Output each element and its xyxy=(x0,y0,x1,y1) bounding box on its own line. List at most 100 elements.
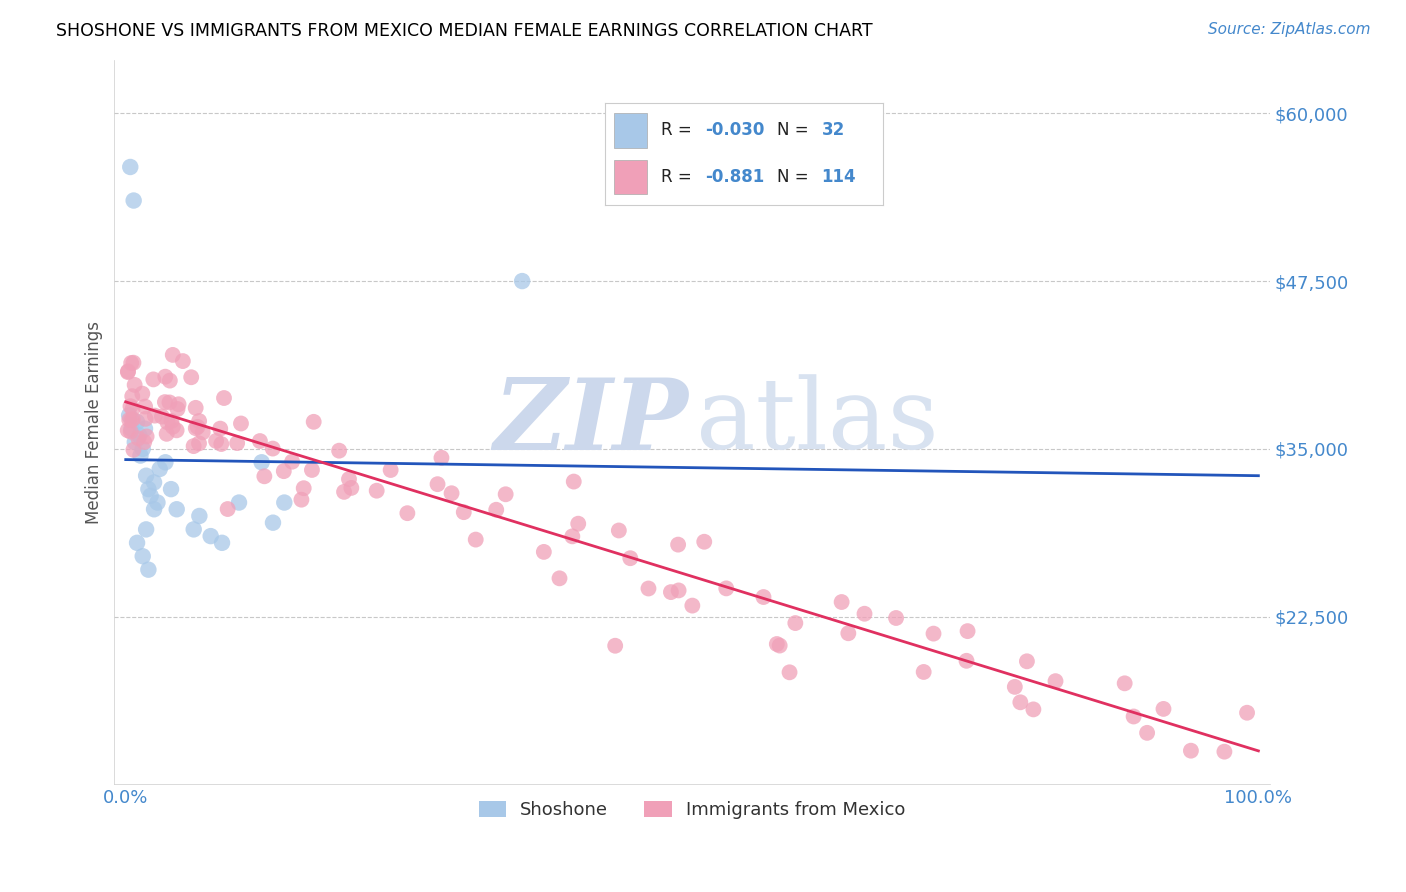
Point xyxy=(155,455,177,469)
Point xyxy=(380,463,402,477)
Point xyxy=(209,437,232,451)
Point xyxy=(396,506,419,520)
Point xyxy=(135,522,157,536)
Point xyxy=(121,402,143,417)
Point xyxy=(495,487,517,501)
Point xyxy=(510,274,533,288)
Point xyxy=(769,639,792,653)
Point xyxy=(485,502,508,516)
Text: ZIP: ZIP xyxy=(494,374,689,470)
Point xyxy=(162,348,184,362)
Point xyxy=(464,533,486,547)
Point xyxy=(162,419,184,434)
Point xyxy=(172,354,194,368)
Point xyxy=(117,423,139,437)
Point xyxy=(548,571,571,585)
Point xyxy=(1236,706,1258,720)
Point xyxy=(160,414,183,428)
Point xyxy=(1122,709,1144,723)
Point xyxy=(607,524,630,538)
Point xyxy=(956,624,979,639)
Point xyxy=(217,502,239,516)
Point xyxy=(785,616,807,631)
Text: atlas: atlas xyxy=(696,374,938,470)
Point xyxy=(139,489,162,503)
Point xyxy=(132,549,155,564)
Point xyxy=(333,484,356,499)
Point xyxy=(366,483,388,498)
Text: SHOSHONE VS IMMIGRANTS FROM MEXICO MEDIAN FEMALE EARNINGS CORRELATION CHART: SHOSHONE VS IMMIGRANTS FROM MEXICO MEDIA… xyxy=(56,22,873,40)
Point xyxy=(187,420,209,434)
Point xyxy=(134,422,156,436)
Point xyxy=(853,607,876,621)
Point xyxy=(188,436,211,450)
Y-axis label: Median Female Earnings: Median Female Earnings xyxy=(86,320,103,524)
Point xyxy=(831,595,853,609)
Point xyxy=(125,415,148,429)
Point xyxy=(166,402,188,417)
Point xyxy=(226,436,249,450)
Point xyxy=(160,482,183,496)
Point xyxy=(129,449,152,463)
Point xyxy=(716,582,738,596)
Point xyxy=(167,397,190,411)
Point xyxy=(120,356,142,370)
Legend: Shoshone, Immigrants from Mexico: Shoshone, Immigrants from Mexico xyxy=(471,793,912,826)
Point xyxy=(128,428,150,442)
Point xyxy=(184,421,207,435)
Point xyxy=(146,495,169,509)
Point xyxy=(131,386,153,401)
Point xyxy=(668,583,690,598)
Point xyxy=(302,415,325,429)
Point xyxy=(117,364,139,378)
Point xyxy=(1153,702,1175,716)
Point xyxy=(138,482,160,496)
Point xyxy=(250,455,273,469)
Point xyxy=(426,477,449,491)
Point xyxy=(120,422,142,436)
Point xyxy=(430,450,453,465)
Point xyxy=(1015,654,1038,668)
Point xyxy=(200,529,222,543)
Point xyxy=(292,481,315,495)
Point xyxy=(159,395,181,409)
Point xyxy=(955,654,977,668)
Point xyxy=(1022,702,1045,716)
Point xyxy=(121,412,143,426)
Point xyxy=(301,463,323,477)
Point xyxy=(135,468,157,483)
Point xyxy=(637,582,659,596)
Point xyxy=(132,442,155,456)
Point xyxy=(125,536,148,550)
Point xyxy=(180,370,202,384)
Point xyxy=(229,417,252,431)
Point xyxy=(562,475,585,489)
Point xyxy=(153,395,176,409)
Point xyxy=(143,475,166,490)
Point xyxy=(120,425,142,439)
Point xyxy=(1114,676,1136,690)
Point xyxy=(253,469,276,483)
Point xyxy=(142,372,165,386)
Point xyxy=(619,551,641,566)
Point xyxy=(143,502,166,516)
Point xyxy=(567,516,589,531)
Point xyxy=(666,538,689,552)
Point xyxy=(1010,695,1032,709)
Point xyxy=(1180,744,1202,758)
Point xyxy=(134,435,156,450)
Point xyxy=(134,400,156,414)
Point xyxy=(659,585,682,599)
Point xyxy=(117,365,139,379)
Point xyxy=(340,481,363,495)
Point xyxy=(188,508,211,523)
Point xyxy=(166,423,188,437)
Point xyxy=(183,439,205,453)
Point xyxy=(135,429,157,443)
Point xyxy=(118,409,141,423)
Point xyxy=(766,637,789,651)
Point xyxy=(122,194,145,208)
Point xyxy=(150,409,173,424)
Point xyxy=(1004,680,1026,694)
Point xyxy=(912,665,935,679)
